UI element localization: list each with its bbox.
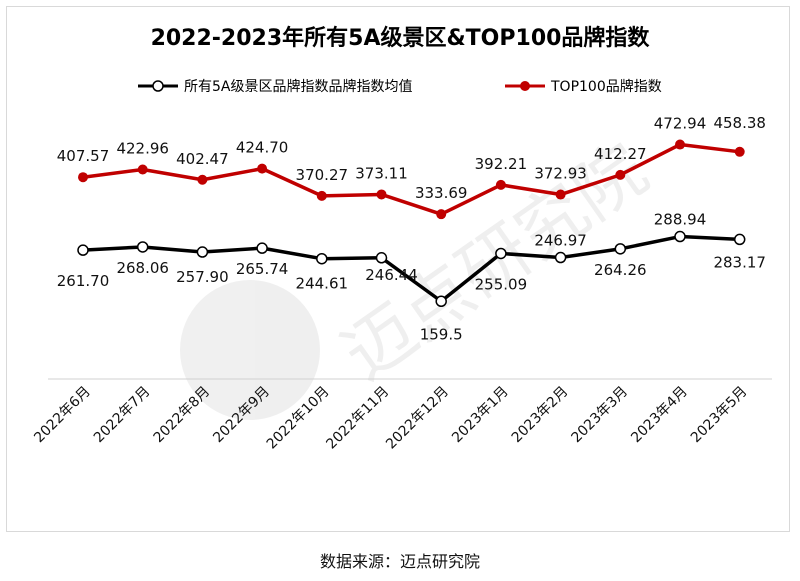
data-label: 402.47 <box>176 150 229 168</box>
chart-frame <box>6 6 790 532</box>
data-label: 261.70 <box>57 272 110 290</box>
data-label: 373.11 <box>355 164 408 182</box>
data-label: 407.57 <box>57 147 110 165</box>
data-label: 244.61 <box>296 275 349 293</box>
chart-title: 2022-2023年所有5A级景区&TOP100品牌指数 <box>151 25 651 51</box>
data-label: 422.96 <box>116 140 169 158</box>
source-note: 数据来源：迈点研究院 <box>319 552 480 571</box>
data-point <box>136 241 149 253</box>
data-point <box>674 230 686 243</box>
data-point <box>137 164 148 175</box>
data-label: 333.69 <box>415 184 468 202</box>
x-tick-label: 2023年5月 <box>688 384 751 447</box>
data-label: 288.94 <box>654 211 707 229</box>
data-point <box>675 139 685 150</box>
data-label: 412.27 <box>594 145 647 163</box>
data-point <box>196 246 209 258</box>
data-label: 246.97 <box>534 232 587 250</box>
data-point <box>376 189 387 200</box>
x-tick-label: 2022年8月 <box>151 384 214 447</box>
data-point <box>78 172 88 183</box>
data-point <box>733 233 746 246</box>
data-label: 255.09 <box>475 275 528 293</box>
data-point <box>495 247 507 260</box>
x-tick-label: 2023年3月 <box>569 384 632 447</box>
x-tick-label: 2022年12月 <box>383 384 452 453</box>
x-tick-label: 2023年1月 <box>449 384 512 447</box>
data-label: 472.94 <box>654 115 707 133</box>
x-tick-label: 2023年2月 <box>509 384 572 447</box>
data-point <box>435 295 447 307</box>
data-label: 159.5 <box>420 325 463 343</box>
data-point <box>555 189 566 200</box>
data-point <box>554 251 567 264</box>
data-label: 392.21 <box>475 155 528 173</box>
data-label: 370.27 <box>296 166 349 184</box>
x-tick-label: 2022年11月 <box>323 384 392 453</box>
legend-label-top100: TOP100品牌指数 <box>550 78 662 95</box>
data-label: 424.70 <box>236 139 289 157</box>
data-label: 372.93 <box>534 165 587 183</box>
x-tick-label: 2022年7月 <box>91 384 154 447</box>
data-point <box>257 163 268 174</box>
data-label: 458.38 <box>713 114 766 132</box>
legend-item-top100: TOP100品牌指数 <box>505 78 662 95</box>
data-label: 264.26 <box>594 261 647 279</box>
data-point <box>316 190 327 201</box>
x-tick-label: 2022年6月 <box>31 384 94 447</box>
data-label: 268.06 <box>116 259 169 277</box>
data-point <box>316 252 328 265</box>
data-point <box>77 244 89 256</box>
legend-item-avg: 所有5A级景区品牌指数品牌指数均值 <box>138 78 412 95</box>
line-chart: 迈点研究院 2022-2023年所有5A级景区&TOP100品牌指数 所有5A级… <box>31 25 772 453</box>
data-label: 265.74 <box>236 260 289 278</box>
data-label: 257.90 <box>176 268 229 286</box>
series-line-0 <box>82 234 740 303</box>
data-point <box>197 174 208 185</box>
legend: 所有5A级景区品牌指数品牌指数均值 TOP100品牌指数 <box>138 78 662 95</box>
data-point <box>436 209 447 220</box>
data-label: 246.44 <box>365 266 418 284</box>
data-point <box>495 179 506 190</box>
data-point <box>734 146 745 157</box>
data-label: 283.17 <box>713 253 766 271</box>
hollow-circle-icon <box>152 80 164 92</box>
legend-label-avg: 所有5A级景区品牌指数品牌指数均值 <box>184 78 412 95</box>
series-line-1 <box>82 142 740 216</box>
data-point <box>614 243 627 255</box>
data-point <box>256 242 268 254</box>
data-point <box>615 169 626 180</box>
x-tick-label: 2023年4月 <box>628 384 691 447</box>
filled-circle-icon <box>520 81 530 91</box>
data-point <box>375 252 388 264</box>
